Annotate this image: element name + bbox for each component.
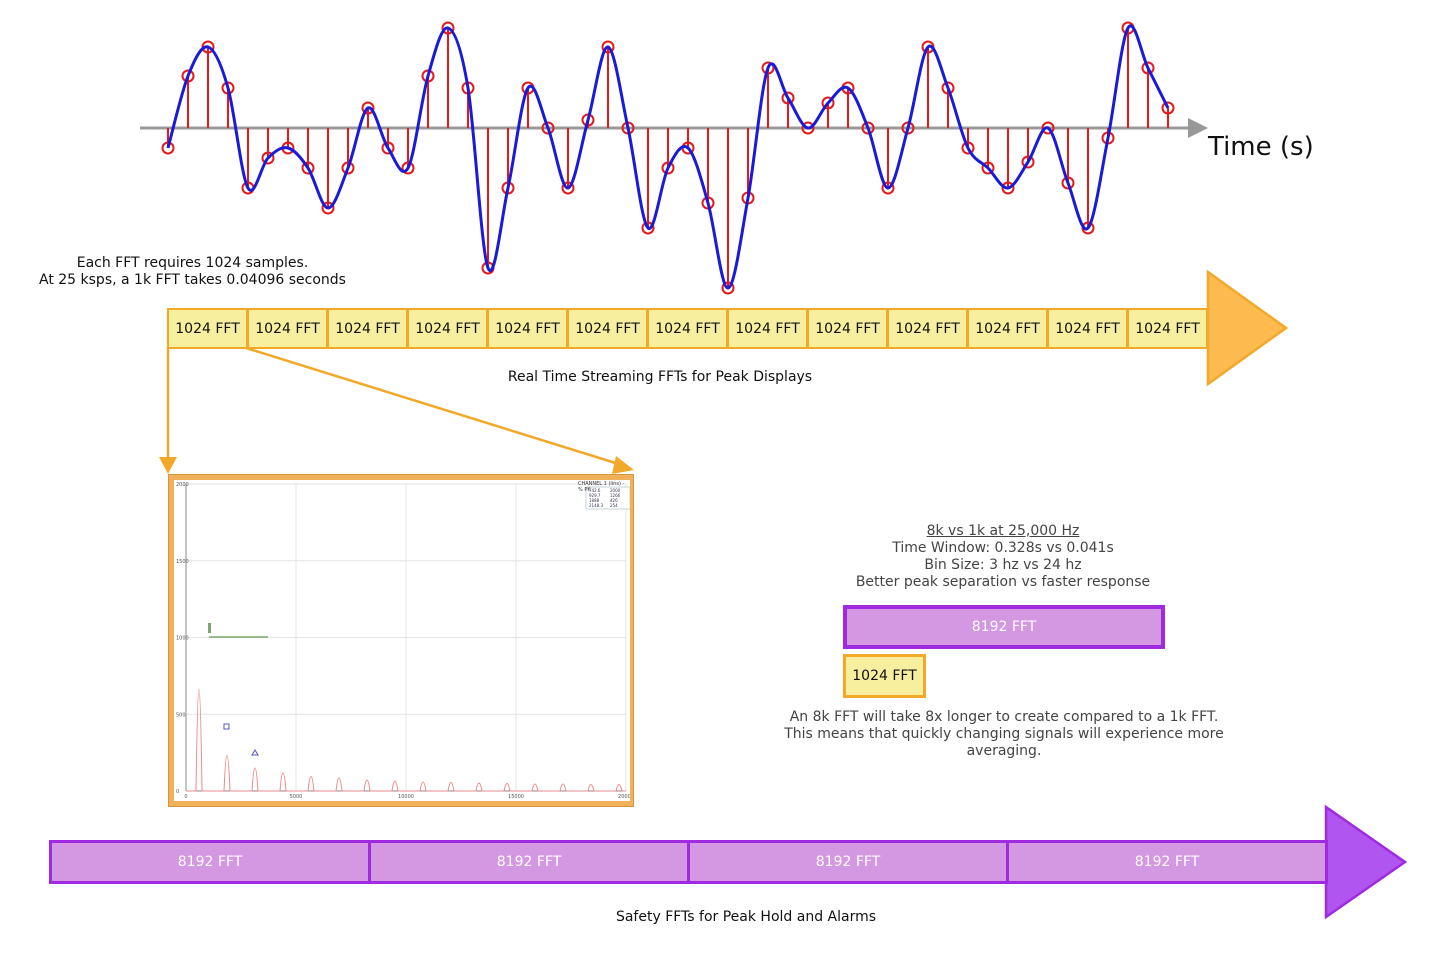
spectrum-legend-amp: 1266: [610, 493, 621, 498]
spectrum-legend-box: [585, 486, 630, 510]
sample-stems: [167, 28, 1169, 288]
sample-marker: [1021, 155, 1035, 169]
fft-1k-block: 1024 FFT: [247, 308, 328, 349]
comparison-text: 8k vs 1k at 25,000 Hz Time Window: 0.328…: [820, 523, 1186, 591]
fft-1k-block: 1024 FFT: [567, 308, 648, 349]
sample-marker: [961, 141, 975, 155]
sample-marker: [381, 141, 395, 155]
sample-marker: [401, 161, 415, 175]
sample-marker: [981, 161, 995, 175]
sample-marker: [601, 40, 615, 54]
fft-8k-block: 8192 FFT: [368, 840, 690, 884]
spectrum-x-tick-label: 10000: [398, 794, 414, 800]
spectrum-x-tick-label: 0: [184, 794, 187, 800]
fft-1k-block: 1024 FFT: [1127, 308, 1208, 349]
spectrum-x-tick-label: 20000: [618, 794, 630, 800]
fft-1k-block: 1024 FFT: [727, 308, 808, 349]
comparison-line-1: Time Window: 0.328s vs 0.041s: [892, 540, 1114, 556]
sample-marker: [821, 96, 835, 110]
sample-marker: [1141, 61, 1155, 75]
sample-marker: [781, 91, 795, 105]
sample-marker: [361, 101, 375, 115]
spectrum-legend-freq: 2148.3: [589, 503, 603, 508]
comparison-line-2: Bin Size: 3 hz vs 24 hz: [924, 557, 1082, 573]
spectrum-plot-area: 200015001000500005000100001500020000742.…: [174, 480, 630, 801]
comparison-note-line-3: averaging.: [966, 743, 1042, 759]
fft-info-text: Each FFT requires 1024 samples. At 25 ks…: [0, 255, 385, 289]
fft-info-line-1: Each FFT requires 1024 samples.: [76, 255, 309, 271]
sample-marker: [441, 21, 455, 35]
fft-1k-block: 1024 FFT: [807, 308, 888, 349]
sample-marker: [861, 121, 875, 135]
fft-8k-block: 8192 FFT: [49, 840, 371, 884]
time-axis-arrowhead: [1188, 118, 1208, 138]
fft-1k-block: 1024 FFT: [407, 308, 488, 349]
fft-1k-block: 1024 FFT: [167, 308, 248, 349]
fft-1k-block: 1024 FFT: [487, 308, 568, 349]
spectrum-y-tick-label: 2000: [176, 482, 189, 488]
fft-8k-block: 8192 FFT: [687, 840, 1009, 884]
stream-1k-caption: Real Time Streaming FFTs for Peak Displa…: [507, 369, 813, 385]
fft-1k-block: 1024 FFT: [327, 308, 408, 349]
sample-marker: [661, 161, 675, 175]
fft-1k-block: 1024 FFT: [1047, 308, 1128, 349]
comparison-8k-box: 8192 FFT: [843, 605, 1165, 649]
comparison-note: An 8k FFT will take 8x longer to create …: [760, 709, 1248, 760]
sample-marker: [341, 161, 355, 175]
fft-1k-block: 1024 FFT: [967, 308, 1048, 349]
comparison-line-3: Better peak separation vs faster respons…: [855, 574, 1151, 590]
spectrum-y-tick-label: 500: [176, 712, 186, 718]
sample-marker: [541, 121, 555, 135]
spectrum-alarm-marker: [208, 623, 211, 633]
sample-marker: [261, 151, 275, 165]
spectrum-chart: 200015001000500005000100001500020000742.…: [176, 482, 630, 800]
sample-marker: [561, 181, 575, 195]
spectrum-x-tick-label: 5000: [290, 794, 303, 800]
fft-8k-block: 8192 FFT: [1006, 840, 1328, 884]
stream-8k-caption: Safety FFTs for Peak Hold and Alarms: [615, 909, 877, 925]
spectrum-legend-amp: 2000: [610, 488, 621, 493]
spectrum-trace: [186, 688, 626, 792]
sample-marker: [321, 201, 335, 215]
comparison-note-line-2: This means that quickly changing signals…: [784, 726, 1224, 742]
fft-1k-block: 1024 FFT: [647, 308, 728, 349]
time-axis-label: Time (s): [1208, 132, 1314, 162]
comparison-note-line-1: An 8k FFT will take 8x longer to create …: [789, 709, 1219, 725]
sample-marker: [1001, 181, 1015, 195]
spectrum-legend-amp: 426: [610, 498, 618, 503]
spectrum-y-tick-label: 0: [176, 789, 179, 795]
spectrum-legend-freq: 742.6: [589, 488, 601, 493]
comparison-1k-box: 1024 FFT: [843, 654, 926, 698]
sample-marker: [881, 181, 895, 195]
sample-marker: [1161, 101, 1175, 115]
sample-marker: [941, 81, 955, 95]
spectrum-panel: 200015001000500005000100001500020000742.…: [168, 474, 634, 807]
comparison-heading: 8k vs 1k at 25,000 Hz: [926, 523, 1080, 539]
sample-marker: [761, 61, 775, 75]
spectrum-legend-freq: 1888: [589, 498, 600, 503]
waveform-curve: [166, 24, 1170, 290]
spectrum-peak-marker: [251, 749, 259, 756]
spectrum-x-tick-label: 15000: [508, 794, 524, 800]
spectrum-legend-amp: 254: [610, 503, 618, 508]
sample-marker: [301, 161, 315, 175]
spectrum-legend-freq: 929.7: [589, 493, 601, 498]
fft-1k-block: 1024 FFT: [887, 308, 968, 349]
spectrum-y-tick-label: 1500: [176, 559, 189, 565]
sample-marker: [721, 281, 735, 295]
sample-marker: [181, 69, 195, 83]
spectrum-y-tick-label: 1000: [176, 636, 189, 642]
sample-marker: [801, 121, 815, 135]
fft-info-line-2: At 25 ksps, a 1k FFT takes 0.04096 secon…: [39, 272, 346, 288]
sample-marker: [1061, 176, 1075, 190]
spectrum-legend-title: CHANNEL 1 (lins) - % PK: [578, 481, 625, 493]
sample-marker: [641, 221, 655, 235]
spectrum-peak-marker: [223, 723, 230, 730]
sample-marker: [1041, 121, 1055, 135]
